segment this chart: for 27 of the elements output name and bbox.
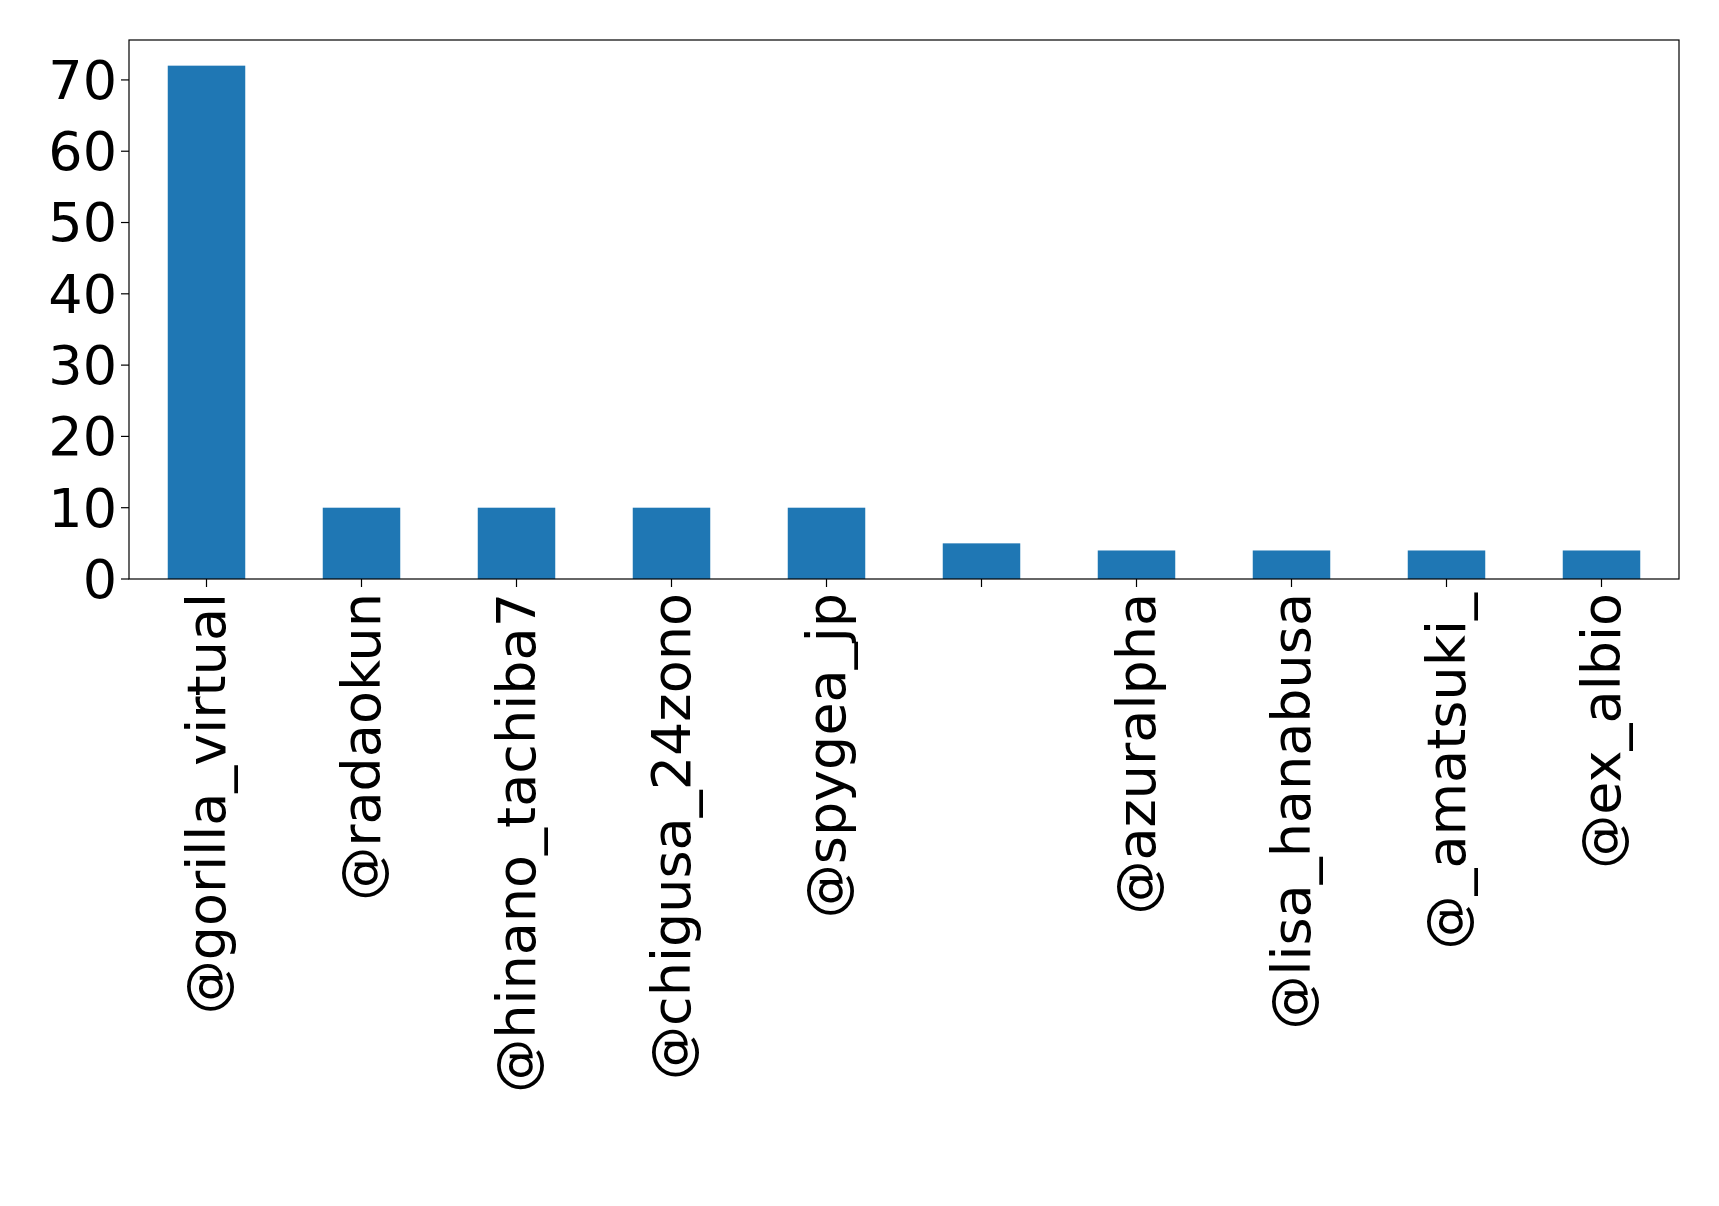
- bar: [322, 507, 401, 579]
- y-tick-label: 10: [48, 476, 117, 540]
- y-tick-label: 40: [48, 262, 117, 326]
- bar: [942, 543, 1021, 579]
- x-tick-label: @gorilla_virtual: [175, 593, 239, 1015]
- x-tick-label: @ex_albio: [1570, 593, 1634, 869]
- x-tick-label: @azuralpha: [1105, 593, 1169, 915]
- bar: [1562, 550, 1641, 579]
- y-tick-label: 50: [48, 191, 117, 255]
- bar: [167, 65, 246, 579]
- y-tick-label: 70: [48, 48, 117, 112]
- x-tick-label: @chigusa_24zono: [640, 593, 704, 1081]
- x-tick-label: @radaokun: [330, 593, 394, 901]
- x-tick-label: @_amatsuki_: [1415, 592, 1479, 950]
- y-tick-label: 30: [48, 334, 117, 398]
- bar: [1252, 550, 1331, 579]
- y-tick-label: 20: [48, 405, 117, 469]
- x-tick-label: @lisa_hanabusa: [1260, 593, 1324, 1030]
- bar: [787, 507, 866, 579]
- y-tick-label: 60: [48, 120, 117, 184]
- x-tick-label: @spygea_jp: [795, 593, 859, 919]
- bar: [1097, 550, 1176, 579]
- bar: [1407, 550, 1486, 579]
- bar: [477, 507, 556, 579]
- bar: [632, 507, 711, 579]
- y-tick-label: 0: [82, 547, 117, 611]
- x-tick-label: @hinano_tachiba7: [485, 593, 549, 1093]
